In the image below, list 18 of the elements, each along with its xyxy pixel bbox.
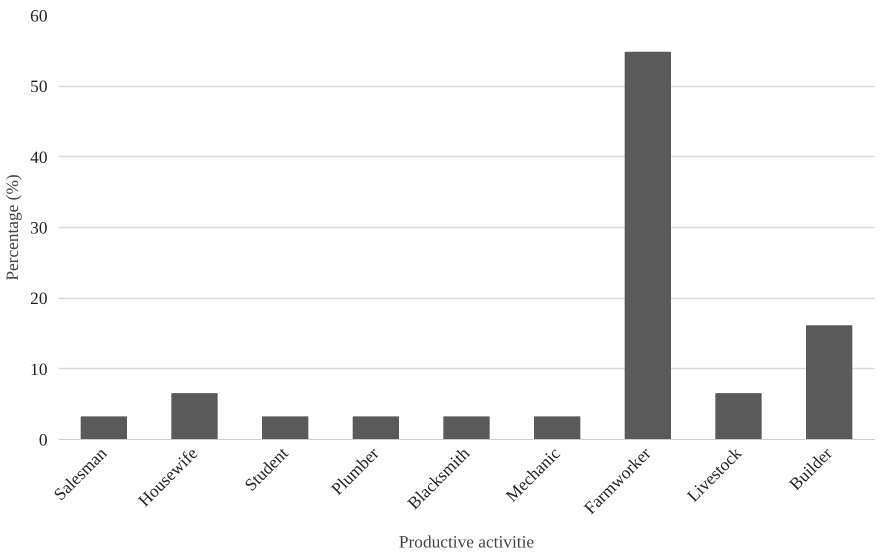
bar (352, 416, 399, 440)
bar (715, 393, 762, 440)
y-axis-title: Percentage (%) (3, 174, 22, 281)
y-tick-label: 50 (30, 77, 48, 96)
bar (624, 52, 671, 440)
x-axis-title: Productive activitie (398, 532, 534, 552)
bar (171, 393, 218, 440)
bar (534, 416, 580, 440)
bar (262, 416, 308, 440)
y-tick-label: 30 (30, 218, 48, 238)
bar (806, 325, 852, 440)
y-tick-label: 40 (30, 148, 48, 167)
y-tick-label: 20 (30, 289, 48, 308)
bar (443, 416, 490, 440)
y-tick-label: 0 (38, 430, 48, 450)
bar (80, 416, 127, 440)
y-tick-label: 60 (30, 6, 48, 26)
y-tick-label: 10 (30, 360, 48, 379)
